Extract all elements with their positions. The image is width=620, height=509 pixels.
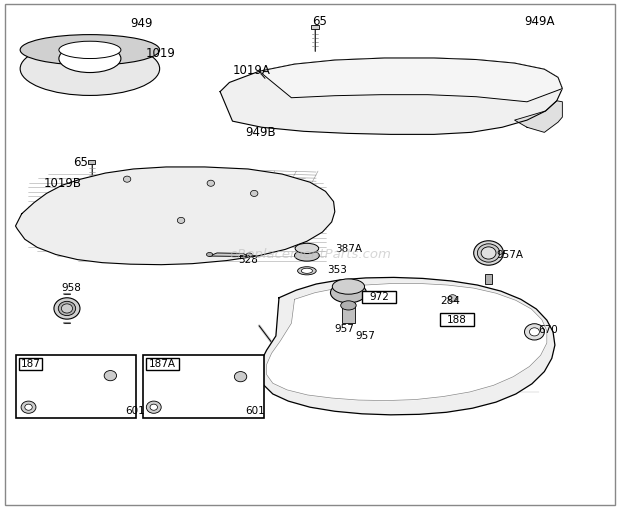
Ellipse shape	[481, 247, 496, 259]
Circle shape	[525, 324, 544, 340]
Ellipse shape	[20, 35, 159, 65]
Bar	[311, 25, 319, 29]
Bar	[88, 160, 95, 164]
Ellipse shape	[206, 252, 213, 257]
Text: 1019A: 1019A	[232, 64, 270, 77]
Circle shape	[104, 371, 117, 381]
Bar	[146, 358, 179, 370]
Circle shape	[250, 190, 258, 196]
Ellipse shape	[61, 304, 73, 313]
Circle shape	[529, 328, 539, 336]
Text: 957: 957	[355, 331, 375, 341]
Bar	[362, 291, 396, 303]
Bar	[440, 313, 474, 326]
Ellipse shape	[20, 42, 159, 96]
Circle shape	[146, 401, 161, 413]
Ellipse shape	[54, 298, 80, 319]
Text: 949B: 949B	[245, 126, 276, 139]
Polygon shape	[220, 58, 562, 134]
Text: 284: 284	[440, 296, 460, 306]
Ellipse shape	[246, 253, 252, 257]
Ellipse shape	[330, 282, 366, 303]
Polygon shape	[515, 101, 562, 132]
Bar	[485, 274, 492, 284]
Ellipse shape	[58, 301, 76, 316]
Bar	[143, 355, 264, 418]
Ellipse shape	[477, 244, 500, 262]
Text: 65: 65	[312, 15, 327, 28]
Bar	[19, 358, 42, 370]
Circle shape	[25, 404, 32, 410]
Polygon shape	[267, 284, 547, 401]
Text: 528: 528	[238, 254, 258, 265]
Ellipse shape	[341, 301, 356, 310]
Text: 957A: 957A	[496, 249, 523, 260]
Ellipse shape	[474, 241, 503, 265]
Circle shape	[207, 180, 215, 186]
Text: eReplacementParts.com: eReplacementParts.com	[229, 248, 391, 261]
Circle shape	[123, 176, 131, 182]
Ellipse shape	[332, 279, 365, 294]
Text: 972: 972	[369, 292, 389, 302]
Circle shape	[21, 401, 36, 413]
Polygon shape	[259, 58, 562, 102]
Text: 958: 958	[61, 282, 81, 293]
Ellipse shape	[295, 243, 319, 253]
Circle shape	[177, 217, 185, 223]
Ellipse shape	[59, 41, 121, 59]
Text: 188: 188	[447, 315, 467, 325]
Text: 957: 957	[334, 324, 354, 334]
Circle shape	[234, 372, 247, 382]
Circle shape	[150, 404, 157, 410]
Polygon shape	[259, 277, 555, 415]
Bar	[342, 303, 355, 323]
Text: 353: 353	[327, 265, 347, 275]
Text: 601: 601	[125, 406, 145, 416]
Bar	[16, 355, 136, 418]
Ellipse shape	[294, 250, 319, 261]
Text: 187: 187	[20, 359, 40, 369]
Ellipse shape	[301, 268, 312, 273]
Text: 65: 65	[73, 156, 88, 169]
Text: 949: 949	[130, 17, 153, 31]
Polygon shape	[210, 253, 249, 257]
Text: 387A: 387A	[335, 244, 362, 254]
Circle shape	[448, 295, 457, 302]
Text: 1019B: 1019B	[43, 177, 81, 190]
Text: 949A: 949A	[524, 15, 555, 28]
Ellipse shape	[59, 45, 121, 72]
Text: 187A: 187A	[149, 359, 176, 369]
Text: 670: 670	[538, 325, 558, 335]
Ellipse shape	[298, 267, 316, 275]
Text: 601: 601	[246, 406, 265, 416]
Text: 1019: 1019	[146, 47, 175, 60]
Polygon shape	[16, 167, 335, 265]
